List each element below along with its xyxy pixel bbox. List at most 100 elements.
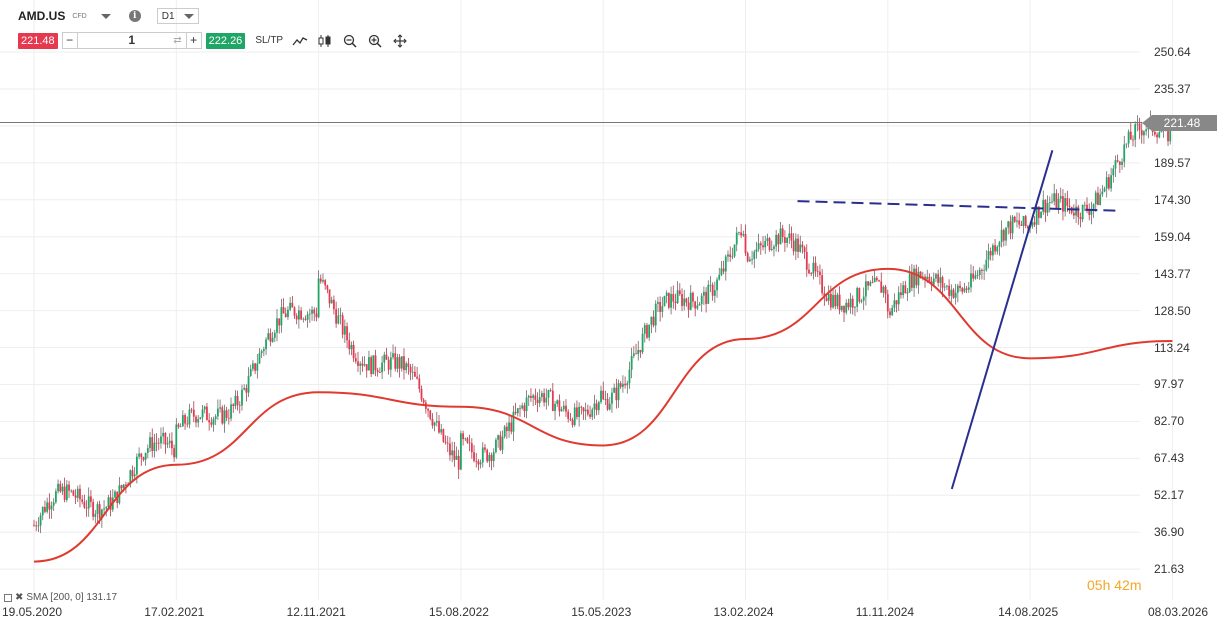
reverse-icon[interactable]: ⇄ xyxy=(173,35,182,46)
symbol-label[interactable]: AMD.US xyxy=(18,9,66,23)
candle-body xyxy=(854,306,856,308)
line-chart-icon[interactable] xyxy=(292,33,308,49)
quantity-field[interactable]: 1 ⇄ xyxy=(76,33,187,48)
candle-body xyxy=(343,326,346,335)
candle-body xyxy=(144,452,147,460)
candle-body xyxy=(781,228,784,238)
candle-body xyxy=(398,357,401,369)
candle-body xyxy=(926,276,929,279)
y-tick-label: 21.63 xyxy=(1154,562,1185,577)
candle-body xyxy=(937,274,940,283)
quantity-value: 1 xyxy=(128,33,135,47)
candle-body xyxy=(753,251,756,260)
sell-button[interactable]: 221.48 xyxy=(18,32,58,49)
candle-body xyxy=(225,410,228,418)
quantity-stepper[interactable]: − 1 ⇄ + xyxy=(61,32,202,49)
candle-body xyxy=(138,453,140,457)
candle-body xyxy=(514,411,517,414)
candle-body xyxy=(52,502,55,506)
candle-body xyxy=(262,349,265,352)
candle-body xyxy=(775,234,778,247)
candle-body xyxy=(1007,221,1010,228)
candle-body xyxy=(98,504,101,519)
sltp-button[interactable]: SL/TP xyxy=(255,35,284,46)
candle-body xyxy=(407,363,410,367)
candle-body xyxy=(1114,160,1117,169)
candle-body xyxy=(429,410,432,419)
candle-body xyxy=(184,415,186,424)
candle-body xyxy=(1160,130,1163,133)
decrease-button[interactable]: − xyxy=(66,33,74,47)
buy-button[interactable]: 222.26 xyxy=(205,32,246,49)
candle-body xyxy=(1121,161,1123,165)
increase-button[interactable]: + xyxy=(190,33,198,47)
candle-body xyxy=(232,404,235,407)
candle-body xyxy=(963,288,966,292)
candle-body xyxy=(829,293,832,308)
candle-body xyxy=(667,292,670,308)
candle-body xyxy=(1040,211,1042,218)
zoom-in-icon[interactable] xyxy=(367,33,383,49)
candle-body xyxy=(580,406,583,408)
candle-body xyxy=(376,370,379,373)
candle-body xyxy=(206,406,208,421)
candle-body xyxy=(131,470,134,477)
candle-body xyxy=(571,419,574,426)
candle-body xyxy=(987,251,990,260)
candle-body xyxy=(886,294,889,312)
candle-body xyxy=(403,356,405,371)
candle-body xyxy=(650,316,653,325)
current-price-value: 221.48 xyxy=(1163,116,1201,130)
candle-body xyxy=(175,424,178,458)
candle-body xyxy=(632,353,635,356)
crosshair-icon[interactable] xyxy=(392,33,408,49)
candle-body xyxy=(709,284,712,286)
candle-body xyxy=(157,442,160,444)
candle-body xyxy=(214,416,217,419)
candle-body xyxy=(545,397,548,403)
candle-body xyxy=(241,389,243,406)
candle-body xyxy=(486,449,489,462)
candle-body xyxy=(836,294,839,307)
sma-legend: ✖ SMA [200, 0] 131.17 xyxy=(4,592,117,603)
candle-body xyxy=(630,355,633,370)
sma-line xyxy=(33,267,1173,563)
candle-body xyxy=(201,409,204,418)
candle-body xyxy=(1110,175,1113,189)
candle-body xyxy=(481,447,484,463)
candle-body xyxy=(68,484,70,491)
zoom-out-icon[interactable] xyxy=(342,33,358,49)
close-icon[interactable]: ✖ xyxy=(15,592,24,603)
candle-body xyxy=(1044,199,1047,213)
candle-body xyxy=(54,491,57,503)
candle-body xyxy=(889,311,891,316)
candle-body xyxy=(276,318,278,333)
candle-body xyxy=(1094,192,1097,205)
settings-icon[interactable] xyxy=(4,593,12,602)
candle-body xyxy=(724,256,727,272)
y-tick-label: 36.90 xyxy=(1154,525,1185,540)
candle-body xyxy=(83,501,86,508)
candle-body xyxy=(683,298,686,306)
candle-body xyxy=(46,502,49,512)
candle-body xyxy=(484,447,486,450)
candle-body xyxy=(970,273,972,288)
candle-body xyxy=(464,438,467,440)
x-tick-label: 15.08.2022 xyxy=(428,605,489,619)
candle-body xyxy=(392,353,394,358)
timeframe-select[interactable]: D1 xyxy=(156,8,199,24)
candle-body xyxy=(273,332,276,338)
candle-body xyxy=(532,395,535,398)
candle-body xyxy=(700,295,703,304)
candle-body xyxy=(76,488,79,498)
candle-body xyxy=(562,405,565,410)
candle-body xyxy=(777,234,780,245)
candlestick-icon[interactable] xyxy=(317,33,333,49)
y-tick-label: 67.43 xyxy=(1154,451,1185,466)
info-icon[interactable]: i xyxy=(128,10,141,22)
candle-body xyxy=(773,246,775,249)
candle-body xyxy=(1037,206,1040,218)
candle-body xyxy=(284,313,287,318)
symbol-dropdown-icon[interactable] xyxy=(100,13,111,19)
